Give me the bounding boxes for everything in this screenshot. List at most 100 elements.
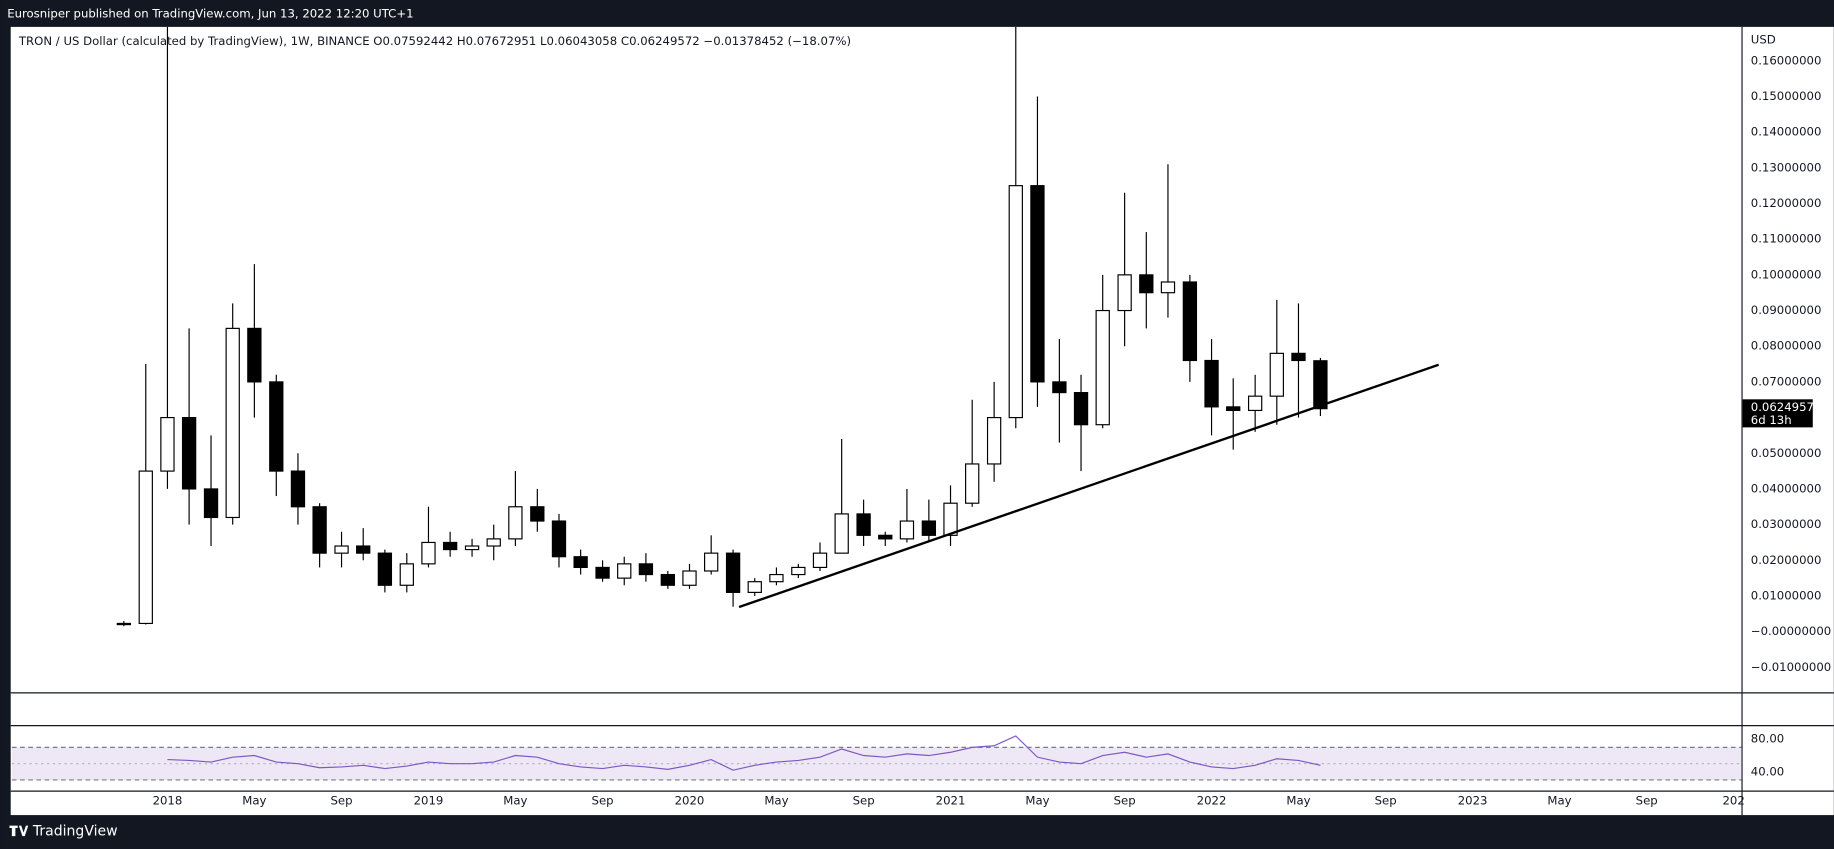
candle-body xyxy=(1117,274,1132,312)
y-tick-label: 0.15000000 xyxy=(1751,89,1822,103)
candle-body xyxy=(1291,352,1306,362)
candle-body xyxy=(334,545,349,554)
x-tick-label: May xyxy=(503,794,527,808)
candle-body xyxy=(595,566,610,579)
brand-logo xyxy=(9,825,29,837)
y-tick-label: 0.01000000 xyxy=(1751,588,1822,602)
publish-note: Eurosniper published on TradingView.com,… xyxy=(7,7,413,21)
candle-body xyxy=(682,570,697,586)
candle-body xyxy=(1204,359,1219,408)
candle-body xyxy=(834,513,849,554)
candle-body xyxy=(921,520,937,536)
x-tick-label: Sep xyxy=(592,794,614,808)
candle-body xyxy=(225,327,240,519)
close-value: 0.06249572 xyxy=(629,33,700,47)
candle-body xyxy=(617,563,632,579)
candle-body xyxy=(704,552,719,572)
x-tick-label: May xyxy=(1025,794,1049,808)
candle-body xyxy=(312,506,327,554)
candle-body xyxy=(421,541,436,565)
y-tick-label: 0.03000000 xyxy=(1751,517,1822,531)
candle-body xyxy=(377,552,393,586)
y-tick-label: 0.13000000 xyxy=(1751,160,1822,174)
candle-body xyxy=(986,416,1002,465)
candle-body xyxy=(1052,381,1067,394)
y-tick-label: 0.08000000 xyxy=(1751,339,1822,353)
candle-body xyxy=(269,381,284,472)
y-tick-label: 0.05000000 xyxy=(1751,446,1822,460)
y-tick-label: 0.12000000 xyxy=(1751,196,1822,210)
candle-body xyxy=(1182,281,1198,362)
chart-area xyxy=(10,26,1834,816)
candle-body xyxy=(1073,392,1089,426)
candle-body xyxy=(856,513,871,536)
x-tick-label: Sep xyxy=(1636,794,1658,808)
x-tick-label: Sep xyxy=(1114,794,1136,808)
candle-body xyxy=(1269,352,1284,397)
candle-body xyxy=(1160,281,1176,294)
candle-body xyxy=(530,506,545,522)
y-tick-label: 0.14000000 xyxy=(1751,125,1822,139)
y-tick-label: 40.00 xyxy=(1751,764,1784,778)
candle-body xyxy=(573,556,588,569)
candle-body xyxy=(899,520,915,540)
candle-body xyxy=(943,502,958,536)
open-label: O xyxy=(373,33,382,47)
high-value: 0.07672951 xyxy=(466,33,537,47)
candle-body xyxy=(1313,360,1328,410)
candle-body xyxy=(1095,309,1110,426)
candle-body xyxy=(1247,395,1263,412)
symbol: TRON / US Dollar (calculated by TradingV… xyxy=(18,33,370,47)
x-tick-label: May xyxy=(764,794,788,808)
candle-body xyxy=(1226,406,1241,412)
candle-body xyxy=(812,552,828,569)
candle-body xyxy=(747,581,762,593)
close-label: C xyxy=(621,33,629,47)
candle-body xyxy=(181,416,197,490)
x-tick-label: 2023 xyxy=(1458,794,1488,808)
brand: TradingView xyxy=(32,823,118,839)
candle-body xyxy=(508,506,523,540)
x-tick-label: Sep xyxy=(331,794,353,808)
rsi-line xyxy=(167,735,1321,771)
y-tick-label: 0.11000000 xyxy=(1751,232,1822,246)
candle-body xyxy=(116,622,132,626)
open-value: 0.07592442 xyxy=(383,33,454,47)
y-tick-label: 0.02000000 xyxy=(1751,553,1822,567)
candle-body xyxy=(660,573,675,586)
candle-body xyxy=(486,538,501,547)
candle-body xyxy=(551,520,567,558)
x-tick-label: 2020 xyxy=(675,794,705,808)
y-tick-label: 0.04000000 xyxy=(1751,481,1822,495)
x-tick-label: May xyxy=(242,794,266,808)
trendline xyxy=(738,363,1440,609)
candle-body xyxy=(638,563,654,576)
y-tick-label: 0.09000000 xyxy=(1751,303,1822,317)
candles xyxy=(116,26,1440,627)
candle-body xyxy=(1030,185,1045,383)
low-value: 0.06043058 xyxy=(547,33,618,47)
candle-body xyxy=(138,470,153,625)
candle-body xyxy=(791,566,806,576)
currency: USD xyxy=(1751,32,1776,46)
last-price: 0.06249572 xyxy=(1751,400,1822,414)
y-tick-label: 0.16000000 xyxy=(1751,53,1822,67)
candle-body xyxy=(965,463,980,504)
low-label: L xyxy=(540,33,547,47)
x-tick-label: 2022 xyxy=(1197,794,1227,808)
x-tick-label: May xyxy=(1286,794,1310,808)
candle-body xyxy=(1008,185,1023,419)
candle-body xyxy=(769,573,784,583)
legend: TRON / US Dollar (calculated by TradingV… xyxy=(18,33,851,47)
countdown: 6d 13h xyxy=(1751,413,1792,427)
candle-body xyxy=(464,545,480,551)
x-tick-label: 2018 xyxy=(153,794,183,808)
candle-body xyxy=(878,534,893,540)
candle-body xyxy=(356,545,371,554)
candle-body xyxy=(247,327,262,383)
y-tick-label: −0.01000000 xyxy=(1751,660,1831,674)
candle-body xyxy=(725,552,741,593)
candle-body xyxy=(399,563,414,586)
